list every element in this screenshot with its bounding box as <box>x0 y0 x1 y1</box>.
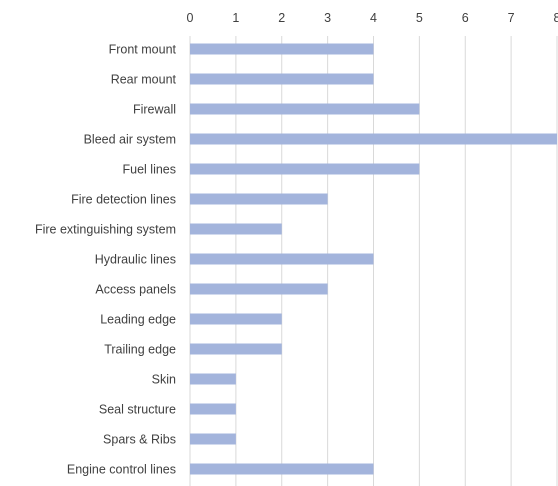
bar <box>190 284 328 295</box>
x-tick-label: 2 <box>278 11 285 25</box>
bar <box>190 164 419 175</box>
category-label: Fire extinguishing system <box>35 223 176 237</box>
bar <box>190 134 557 145</box>
x-tick-label: 0 <box>187 11 194 25</box>
bar <box>190 404 236 415</box>
x-tick-label: 8 <box>554 11 558 25</box>
bar <box>190 194 328 205</box>
category-label: Fire detection lines <box>71 193 176 207</box>
category-label: Skin <box>152 373 176 387</box>
category-label: Engine control lines <box>67 463 176 477</box>
category-label: Fuel lines <box>123 163 177 177</box>
category-label: Rear mount <box>111 73 177 87</box>
x-tick-label: 3 <box>324 11 331 25</box>
bar <box>190 44 374 55</box>
category-label: Bleed air system <box>84 133 176 147</box>
category-labels: Front mount Rear mount Firewall Bleed air s… <box>35 43 177 477</box>
bar <box>190 224 282 235</box>
bar <box>190 344 282 355</box>
x-tick-label: 1 <box>232 11 239 25</box>
x-tick-label: 4 <box>370 11 377 25</box>
category-label: Leading edge <box>100 313 176 327</box>
category-label: Access panels <box>95 283 176 297</box>
bar <box>190 434 236 445</box>
bar <box>190 314 282 325</box>
bar <box>190 74 374 85</box>
x-axis-ticks: 0 1 2 3 4 5 6 7 8 <box>187 11 558 25</box>
bar <box>190 104 419 115</box>
category-label: Front mount <box>109 43 177 57</box>
category-label: Firewall <box>133 103 176 117</box>
bar <box>190 374 236 385</box>
x-tick-label: 6 <box>462 11 469 25</box>
x-tick-label: 7 <box>508 11 515 25</box>
category-label: Hydraulic lines <box>95 253 176 267</box>
bar <box>190 464 374 475</box>
category-label: Trailing edge <box>104 343 176 357</box>
x-tick-label: 5 <box>416 11 423 25</box>
category-label: Seal structure <box>99 403 176 417</box>
bar <box>190 254 374 265</box>
category-label: Spars & Ribs <box>103 433 176 447</box>
